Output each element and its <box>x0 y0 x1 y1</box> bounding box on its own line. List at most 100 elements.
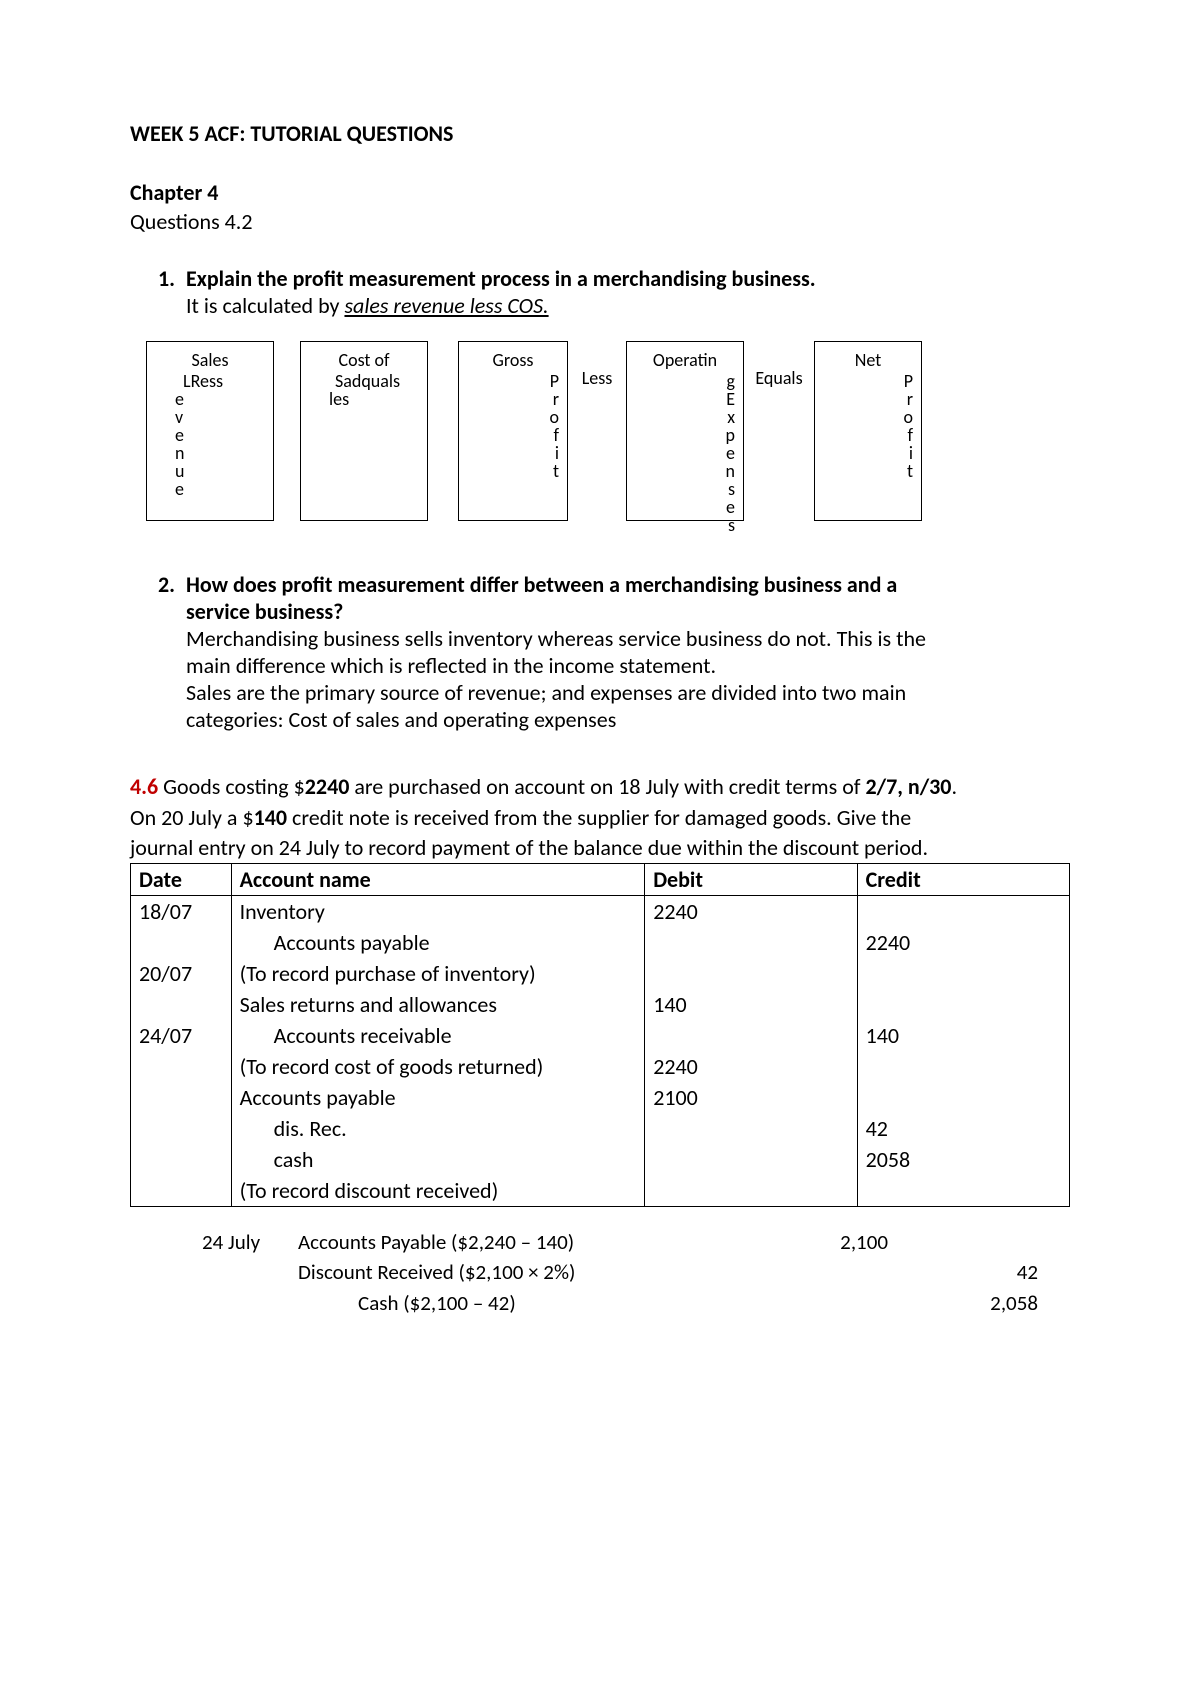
page-title: WEEK 5 ACF: TUTORIAL QUESTIONS <box>130 120 1070 147</box>
cell-credit <box>857 1082 1069 1113</box>
q1-answer-underline: sales revenue less COS. <box>344 292 548 319</box>
sol-credit: 2,058 <box>918 1288 1038 1318</box>
q2-answer-4: categories: Cost of sales and operating … <box>186 706 1070 733</box>
sol-debit <box>718 1288 918 1318</box>
cell-credit: 42 <box>857 1113 1069 1144</box>
sol-debit <box>718 1257 918 1287</box>
solution-row: Cash ($2,100 – 42) 2,058 <box>202 1288 1070 1318</box>
table-row: 24/07Accounts receivable 140 <box>131 1020 1070 1051</box>
question-2: 2.How does profit measurement differ bet… <box>186 571 1070 733</box>
question-1: 1.Explain the profit measurement process… <box>186 265 1070 292</box>
table-row: Accounts payable 2240 <box>131 927 1070 958</box>
diagram-box-opex: Operatin g E x p e n s e s <box>626 341 744 521</box>
cell-acc: (To record cost of goods returned) <box>231 1051 645 1082</box>
cell-debit <box>645 1175 857 1207</box>
table-row: (To record cost of goods returned)2240 <box>131 1051 1070 1082</box>
cell-credit: 140 <box>857 1020 1069 1051</box>
table-row: 18/07Inventory2240 <box>131 895 1070 927</box>
solution-row: 24 July Accounts Payable ($2,240 – 140) … <box>202 1227 1070 1257</box>
table-row: Sales returns and allowances140 <box>131 989 1070 1020</box>
q1-text: Explain the profit measurement process i… <box>186 265 816 292</box>
cell-date: 20/07 <box>131 958 232 989</box>
connector-less-2: Less <box>568 341 626 389</box>
cell-acc: (To record purchase of inventory) <box>231 958 645 989</box>
table-row: cash 2058 <box>131 1144 1070 1175</box>
box5-title: Net <box>821 350 915 372</box>
th-account: Account name <box>231 863 645 895</box>
cell-debit: 2240 <box>645 1051 857 1082</box>
s46-num: 4.6 <box>130 773 158 800</box>
cell-credit <box>857 989 1069 1020</box>
cell-acc: Accounts payable <box>231 927 645 958</box>
sol-date: 24 July <box>202 1227 298 1257</box>
s46-b1: 2240 <box>305 773 350 800</box>
table-row: 20/07(To record purchase of inventory) <box>131 958 1070 989</box>
th-debit: Debit <box>645 863 857 895</box>
q2-answer-1: Merchandising business sells inventory w… <box>186 625 1070 652</box>
box4-vert: g E x p e n s e s <box>633 372 737 534</box>
q2-text-bold: differ <box>470 571 519 598</box>
sol-date <box>202 1288 298 1318</box>
cell-date <box>131 927 232 958</box>
connector-spacer <box>428 341 458 367</box>
cell-date: 24/07 <box>131 1020 232 1051</box>
chapter-title: Chapter 4 <box>130 179 1070 206</box>
diagram-box-gross: Gross P r o f i t <box>458 341 568 521</box>
cell-credit: 2058 <box>857 1144 1069 1175</box>
box4-title: Operatin <box>633 350 737 372</box>
s46-t1: Goods costing $ <box>158 773 305 800</box>
q2-number: 2. <box>158 571 186 598</box>
connector-equals: Equals <box>744 341 814 389</box>
sol-desc: Accounts Payable ($2,240 – 140) <box>298 1227 718 1257</box>
q1-answer-prefix: It is calculated by <box>186 292 344 319</box>
cell-acc: Accounts receivable <box>231 1020 645 1051</box>
table-row: (To record discount received) <box>131 1175 1070 1207</box>
diagram-box-net: Net P r o f i t <box>814 341 922 521</box>
box1-title: Sales <box>153 350 267 372</box>
box3-vert: P r o f i t <box>465 372 561 480</box>
sol-debit: 2,100 <box>718 1227 918 1257</box>
cell-date: 18/07 <box>131 895 232 927</box>
solution-block: 24 July Accounts Payable ($2,240 – 140) … <box>202 1227 1070 1318</box>
cell-acc: Inventory <box>231 895 645 927</box>
cell-date <box>131 1175 232 1207</box>
cell-acc: Accounts payable <box>231 1082 645 1113</box>
q2-answer-2: main difference which is reflected in th… <box>186 652 1070 679</box>
cell-acc: dis. Rec. <box>231 1113 645 1144</box>
q2-text-b: between a merchandising business and a <box>519 571 898 598</box>
cell-date <box>131 1051 232 1082</box>
box1-mid: LRess <box>153 372 267 390</box>
section-4-6-line2: On 20 July a $140 credit note is receive… <box>130 804 1070 833</box>
cell-debit <box>645 958 857 989</box>
cell-acc: Sales returns and allowances <box>231 989 645 1020</box>
cell-debit <box>645 1113 857 1144</box>
questions-line: Questions 4.2 <box>130 208 1070 235</box>
cell-debit: 2100 <box>645 1082 857 1113</box>
cell-credit <box>857 1051 1069 1082</box>
sol-credit <box>918 1227 1038 1257</box>
table-header-row: Date Account name Debit Credit <box>131 863 1070 895</box>
profit-diagram: Sales LRess e v e n u e Less Cost of Sad… <box>146 341 1070 521</box>
q2-text-line2: service business? <box>186 598 1070 625</box>
table-row: dis. Rec. 42 <box>131 1113 1070 1144</box>
cell-credit <box>857 958 1069 989</box>
q2-answer-3: Sales are the primary source of revenue;… <box>186 679 1070 706</box>
s46-b2: 2/7, n/30 <box>866 773 952 800</box>
solution-row: Discount Received ($2,100 × 2%) 42 <box>202 1257 1070 1287</box>
section-4-6-line3: journal entry on 24 July to record payme… <box>130 834 1070 863</box>
s46-l2c: credit note is received from the supplie… <box>287 804 911 831</box>
s46-t3: . <box>951 773 957 800</box>
cell-credit: 2240 <box>857 927 1069 958</box>
cell-credit <box>857 895 1069 927</box>
box2-mid: Sadquals <box>307 372 421 390</box>
box2-vert: les <box>307 390 421 408</box>
box5-vert: P r o f i t <box>821 372 915 480</box>
cell-acc: (To record discount received) <box>231 1175 645 1207</box>
diagram-box-cos: Cost of Sadquals les <box>300 341 428 521</box>
cell-acc: cash <box>231 1144 645 1175</box>
diagram-box-sales: Sales LRess e v e n u e <box>146 341 274 521</box>
sol-credit: 42 <box>918 1257 1038 1287</box>
q2-text-a: How does profit measurement <box>186 571 470 598</box>
section-4-6-line1: 4.6 Goods costing $2240 are purchased on… <box>130 773 1070 802</box>
th-date: Date <box>131 863 232 895</box>
